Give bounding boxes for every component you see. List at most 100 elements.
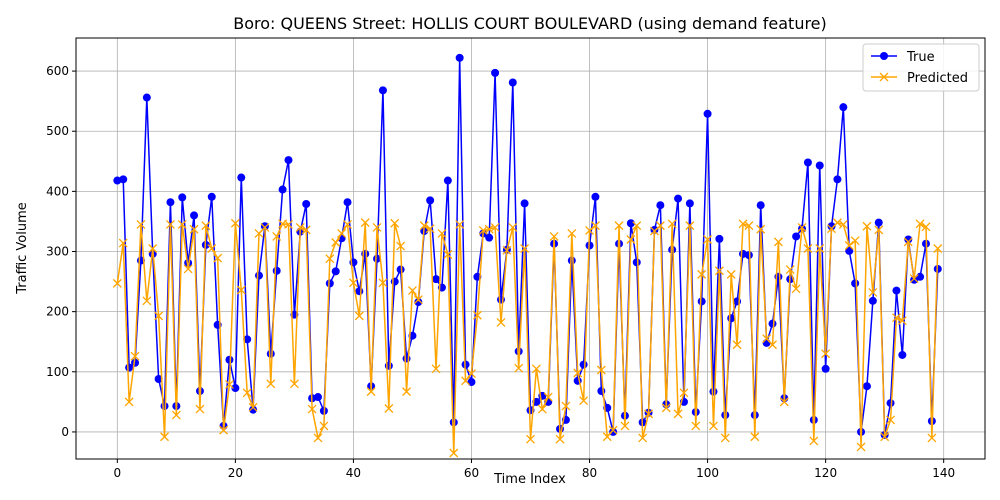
data-point-predicted: [868, 287, 878, 297]
data-point-true: [449, 418, 458, 427]
data-point-true: [154, 375, 163, 384]
data-point-true: [331, 267, 340, 276]
data-point-true: [862, 382, 871, 391]
data-point-true: [916, 272, 925, 281]
data-point-predicted: [467, 369, 476, 379]
data-point-predicted: [585, 225, 594, 235]
data-point-predicted: [508, 222, 518, 232]
data-point-predicted: [909, 274, 919, 284]
data-point-true: [119, 175, 128, 184]
legend-label: Predicted: [907, 71, 968, 86]
data-point-true: [278, 185, 287, 194]
data-point-true: [815, 161, 824, 170]
data-point-predicted: [679, 388, 689, 398]
data-point-true: [260, 222, 269, 231]
data-point-predicted: [437, 229, 447, 238]
data-point-true: [272, 266, 281, 275]
data-point-predicted: [295, 222, 305, 232]
data-point-predicted: [685, 221, 695, 231]
data-point-predicted: [785, 265, 795, 275]
series-line-predicted: [116, 221, 939, 454]
data-point-predicted: [720, 433, 730, 443]
data-point-true: [904, 235, 913, 244]
data-point-predicted: [567, 229, 577, 238]
data-point-true: [839, 103, 848, 112]
data-point-true: [668, 245, 677, 254]
data-point-predicted: [673, 409, 683, 419]
x-axis-label: Time Index: [493, 472, 566, 487]
data-point-predicted: [850, 236, 860, 246]
data-point-predicted: [726, 269, 736, 279]
data-point-predicted: [703, 235, 713, 244]
data-point-true: [703, 109, 712, 118]
data-point-predicted: [779, 397, 789, 407]
grid-lines: [76, 38, 985, 459]
data-point-true: [491, 68, 500, 77]
data-point-predicted: [573, 368, 583, 378]
data-point-predicted: [443, 250, 453, 259]
data-point-true: [142, 93, 151, 102]
data-point-true: [373, 254, 382, 263]
data-point-true: [744, 251, 753, 260]
data-point-predicted: [667, 219, 677, 229]
data-point-predicted: [874, 225, 884, 235]
data-point-predicted: [496, 318, 506, 327]
data-point-predicted: [543, 392, 553, 402]
data-point-predicted: [195, 404, 205, 414]
data-point-true: [378, 86, 387, 95]
data-point-predicted: [614, 221, 624, 231]
data-point-true: [520, 199, 529, 208]
x-tick-label: 140: [932, 466, 955, 480]
data-point-predicted: [484, 224, 494, 234]
data-point-true: [160, 402, 169, 411]
data-point-true: [591, 192, 600, 201]
data-point-predicted: [207, 244, 217, 253]
data-point-predicted: [632, 221, 642, 231]
data-point-predicted: [886, 415, 896, 425]
data-point-true: [827, 222, 836, 231]
data-point-predicted: [709, 421, 718, 431]
data-point-predicted: [313, 433, 323, 443]
axes: 0 20 40 60 80 100 120 140 0 100 200 300 400 500 600: [46, 64, 955, 480]
data-point-predicted: [756, 224, 766, 234]
data-point-true: [166, 198, 175, 207]
data-point-predicted: [425, 224, 435, 234]
data-point-true: [455, 53, 464, 62]
data-point-predicted: [289, 379, 299, 389]
data-point-predicted: [213, 253, 223, 263]
data-point-predicted: [579, 396, 589, 406]
x-tick-label: 40: [346, 466, 361, 480]
data-point-true: [355, 287, 364, 296]
data-point-predicted: [165, 219, 175, 229]
data-point-true: [266, 349, 275, 358]
data-point-true: [715, 234, 724, 243]
data-point-predicted: [219, 425, 229, 435]
x-tick-label: 100: [696, 466, 719, 480]
data-point-predicted: [407, 286, 417, 296]
data-point-true: [414, 298, 423, 307]
data-point-true: [762, 338, 771, 347]
data-point-predicted: [927, 433, 937, 443]
data-point-predicted: [230, 218, 240, 228]
data-point-predicted: [750, 432, 760, 442]
data-point-true: [178, 193, 187, 202]
data-point-true: [190, 211, 199, 220]
data-point-predicted: [838, 219, 848, 229]
data-point-predicted: [655, 221, 665, 231]
data-point-predicted: [384, 404, 394, 413]
data-point-predicted: [526, 434, 535, 444]
data-point-predicted: [148, 244, 158, 253]
data-point-true: [243, 335, 252, 344]
data-point-predicted: [378, 278, 388, 288]
data-point-predicted: [160, 432, 169, 442]
data-point-true: [685, 199, 694, 208]
data-point-predicted: [714, 266, 724, 276]
data-point-predicted: [815, 244, 825, 253]
data-point-predicted: [644, 409, 654, 419]
data-point-true: [184, 258, 193, 267]
data-point-predicted: [183, 264, 193, 274]
data-point-predicted: [177, 219, 187, 229]
data-point-predicted: [266, 379, 276, 389]
plot-frame: [75, 37, 986, 460]
x-tick-label: 0: [113, 466, 121, 480]
